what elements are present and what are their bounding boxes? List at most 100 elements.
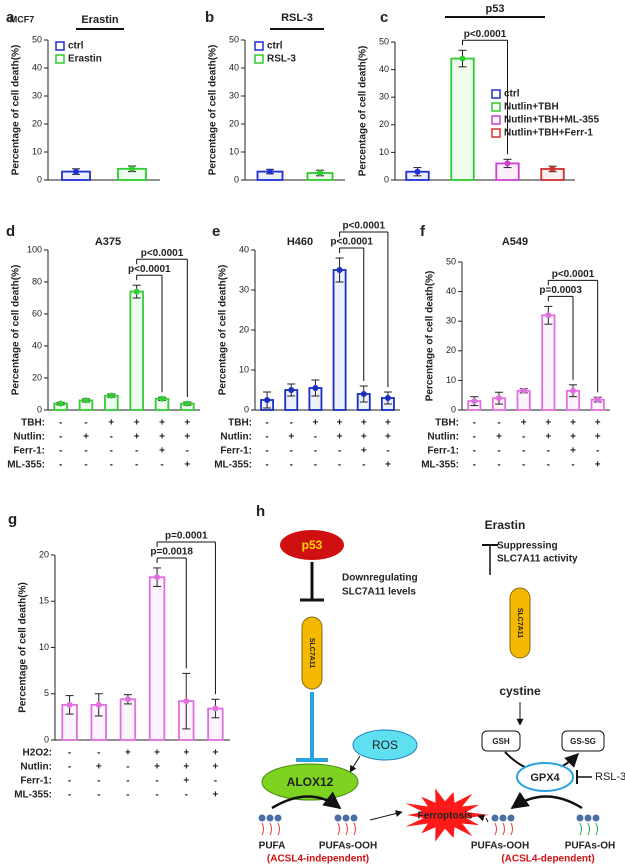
condition-label: Ferr-1: <box>13 446 45 457</box>
condition-label: Nutlin: <box>220 432 252 443</box>
condition-sign: - <box>84 460 87 471</box>
condition-sign: - <box>68 790 71 801</box>
ferroptosis-label: Ferroptosis <box>417 811 472 822</box>
chart-title: p53 <box>486 3 505 15</box>
bar <box>148 576 166 741</box>
pufas-oh-label: PUFAs-OH <box>565 841 616 852</box>
annotation: SLC7A11 levels <box>342 587 416 598</box>
data-point <box>570 387 576 394</box>
panel-letter: b <box>205 9 214 26</box>
condition-sign: - <box>135 460 138 471</box>
condition-sign: + <box>134 432 140 443</box>
data-point <box>336 267 343 273</box>
legend-label: Nutlin+TBH+Ferr-1 <box>504 128 593 139</box>
chart-title: H460 <box>287 236 313 248</box>
data-point <box>184 400 191 407</box>
y-tick-label: 20 <box>379 119 389 129</box>
arrow <box>510 791 583 810</box>
chart-title: A375 <box>95 236 121 248</box>
gs-sg-label: GS-SG <box>570 737 596 746</box>
condition-sign: - <box>186 446 189 457</box>
panel-letter: a <box>6 9 15 26</box>
ros-label: ROS <box>372 738 398 752</box>
panel-letter: g <box>8 511 17 528</box>
legend-marker <box>491 128 501 138</box>
data-point <box>471 398 478 405</box>
y-axis-label: Percentage of cell death(%) <box>11 265 22 396</box>
condition-sign: - <box>84 418 87 429</box>
cylinder-label: SLC7A11 <box>308 638 315 668</box>
y-tick-label: 20 <box>32 118 42 128</box>
y-axis-label: Percentage of cell death(%) <box>208 45 219 176</box>
condition-sign: + <box>385 432 391 443</box>
condition-sign: + <box>385 418 391 429</box>
data-point <box>549 165 556 172</box>
chart: b RSL-3 Percentage of cell death(%) 0 10 20 30… <box>205 9 345 184</box>
condition-sign: - <box>290 460 293 471</box>
condition-label: ML-355: <box>7 460 45 471</box>
condition-sign: - <box>97 790 100 801</box>
legend-label: Nutlin+TBH <box>504 102 559 113</box>
panel-letter: d <box>6 223 15 240</box>
condition-sign: + <box>184 418 190 429</box>
condition-label: ML-355: <box>14 790 52 801</box>
y-tick-label: 10 <box>379 147 389 157</box>
condition-sign: - <box>473 446 476 457</box>
arrow <box>485 817 489 823</box>
data-point <box>183 698 190 705</box>
legend-marker <box>55 41 65 51</box>
data-point <box>384 395 391 401</box>
data-point <box>73 168 79 175</box>
y-tick-label: 20 <box>39 549 49 559</box>
panel-letter: e <box>212 223 220 240</box>
data-point <box>520 387 527 394</box>
condition-sign: - <box>338 446 341 457</box>
y-tick-label: 40 <box>446 286 456 296</box>
condition-label: Nutlin: <box>427 432 459 443</box>
annotation: SLC7A11 activity <box>497 554 578 565</box>
condition-sign: - <box>473 460 476 471</box>
p53-label: p53 <box>302 538 323 552</box>
condition-sign: - <box>290 446 293 457</box>
y-tick-label: 50 <box>446 256 456 266</box>
legend-label: ctrl <box>504 89 520 100</box>
condition-sign: + <box>183 748 189 759</box>
condition-sign: + <box>595 460 601 471</box>
condition-label: Ferr-1: <box>20 776 52 787</box>
condition-sign: - <box>84 446 87 457</box>
significance-label: p<0.0001 <box>342 221 385 232</box>
y-tick-label: 40 <box>32 340 42 350</box>
data-point <box>133 288 140 295</box>
condition-sign: + <box>125 748 131 759</box>
y-tick-label: 20 <box>229 118 239 128</box>
condition-sign: - <box>290 418 293 429</box>
legend-label: ctrl <box>267 41 283 52</box>
legend-label: ctrl <box>68 41 84 52</box>
chart: c p53 Percentage of cell death(%) 0 10 20 30 40… <box>358 3 600 184</box>
y-tick-label: 0 <box>37 174 42 184</box>
legend-marker <box>491 115 501 125</box>
condition-sign: - <box>68 762 71 773</box>
pufas-ooh-label: PUFAs-OOH <box>319 841 377 852</box>
slc7a11-cylinder <box>301 616 323 690</box>
condition-sign: + <box>521 418 527 429</box>
condition-sign: + <box>570 432 576 443</box>
condition-sign: + <box>159 446 165 457</box>
data-point <box>57 400 64 407</box>
y-tick-label: 10 <box>446 375 456 385</box>
data-point <box>545 312 552 319</box>
condition-label: Ferr-1: <box>220 446 252 457</box>
condition-sign: - <box>265 446 268 457</box>
chart: e H460 Percentage of cell death(%) 0 10 20 30 4… <box>212 221 400 471</box>
gpx4-node <box>516 762 574 792</box>
legend-marker <box>491 102 501 112</box>
y-tick-label: 10 <box>32 146 42 156</box>
slc7a11-cylinder <box>509 587 531 659</box>
y-tick-label: 10 <box>39 642 49 652</box>
y-tick-label: 0 <box>44 734 49 744</box>
chart-title: A549 <box>502 236 528 248</box>
condition-sign: - <box>59 460 62 471</box>
condition-sign: - <box>473 418 476 429</box>
data-point <box>159 395 165 402</box>
y-axis-label: Percentage of cell death(%) <box>425 271 436 402</box>
